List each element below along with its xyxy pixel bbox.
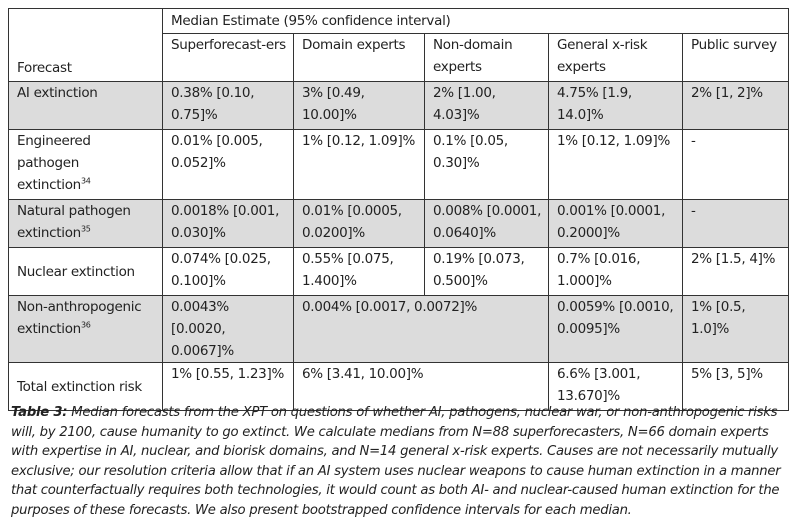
cell-general-xrisk-experts: 0.0059% [0.0010, 0.0095]%: [548, 295, 683, 363]
cell-general-xrisk-experts: 4.75% [1.9, 14.0]%: [548, 81, 683, 130]
cell-superforecasters: 0.0043% [0.0020, 0.0067]%: [162, 295, 294, 363]
forecast-table: Forecast Median Estimate (95% confidence…: [8, 8, 790, 411]
cell-public-survey: 2% [1.5, 4]%: [681, 247, 790, 296]
footnote-marker: 34: [80, 176, 91, 186]
column-header-public-survey: Public survey: [681, 33, 790, 82]
row-label-text: Non-anthropogenic extinction: [17, 299, 142, 337]
footnote-marker: 35: [80, 224, 91, 234]
table-row-nuclear: Nuclear extinction 0.074% [0.025, 0.100]…: [8, 247, 790, 296]
row-label-text: Natural pathogen extinction: [17, 203, 131, 241]
cell-superforecasters: 0.01% [0.005, 0.052]%: [162, 129, 294, 200]
cell-superforecasters: 1% [0.55, 1.23]%: [162, 362, 294, 411]
table-row-natural-pathogen: Natural pathogen extinction35 0.0018% [0…: [8, 199, 790, 248]
cell-superforecasters: 0.074% [0.025, 0.100]%: [162, 247, 294, 296]
row-label: Total extinction risk: [8, 362, 163, 411]
cell-general-xrisk-experts: 6.6% [3.001, 13.670]%: [548, 362, 683, 411]
cell-domain-nondomain-merged: 0.004% [0.0017, 0.0072]%: [293, 295, 549, 363]
cell-public-survey: 2% [1, 2]%: [681, 81, 790, 130]
row-label-text: Nuclear extinction: [17, 263, 135, 280]
caption-text: Median forecasts from the XPT on questio…: [11, 405, 781, 518]
row-label-text: Engineered pathogen extinction: [17, 133, 91, 193]
cell-general-xrisk-experts: 1% [0.12, 1.09]%: [548, 129, 683, 200]
footnote-marker: 36: [80, 320, 91, 330]
table-row-ai-extinction: AI extinction 0.38% [0.10, 0.75]% 3% [0.…: [8, 81, 790, 130]
column-header-forecast: Forecast: [8, 8, 163, 82]
column-header-superforecasters: Superforecast-ers: [162, 33, 294, 82]
row-label-text: AI extinction: [17, 85, 98, 101]
table-row-engineered-pathogen: Engineered pathogen extinction34 0.01% […: [8, 129, 790, 200]
cell-superforecasters: 0.0018% [0.001, 0.030]%: [162, 199, 294, 248]
cell-public-survey: 1% [0.5, 1.0]%: [681, 295, 790, 363]
cell-public-survey: 5% [3, 5]%: [681, 362, 790, 411]
cell-non-domain-experts: 0.008% [0.0001, 0.0640]%: [424, 199, 549, 248]
cell-non-domain-experts: 0.19% [0.073, 0.500]%: [424, 247, 549, 296]
table-row-non-anthropogenic: Non-anthropogenic extinction36 0.0043% […: [8, 295, 790, 363]
column-header-domain-experts: Domain experts: [293, 33, 425, 82]
table-header-row-top: Forecast Median Estimate (95% confidence…: [8, 8, 790, 82]
cell-domain-experts: 3% [0.49, 10.00]%: [293, 81, 425, 130]
group-header-median-estimate: Median Estimate (95% confidence interval…: [161, 8, 790, 34]
caption-label: Table 3:: [11, 405, 68, 420]
cell-domain-experts: 1% [0.12, 1.09]%: [293, 129, 425, 200]
cell-domain-nondomain-merged: 6% [3.41, 10.00]%: [293, 362, 549, 411]
cell-non-domain-experts: 2% [1.00, 4.03]%: [424, 81, 549, 130]
cell-domain-experts: 0.55% [0.075, 1.400]%: [293, 247, 425, 296]
table-header-row-bottom: Superforecast-ers Domain experts Non-dom…: [9, 33, 790, 82]
cell-general-xrisk-experts: 0.7% [0.016, 1.000]%: [548, 247, 683, 296]
cell-public-survey: -: [681, 199, 790, 248]
row-label: Natural pathogen extinction35: [8, 199, 163, 248]
column-header-non-domain-experts: Non-domain experts: [424, 33, 549, 82]
cell-superforecasters: 0.38% [0.10, 0.75]%: [162, 81, 294, 130]
table-row-total: Total extinction risk 1% [0.55, 1.23]% 6…: [8, 362, 790, 411]
row-label: Engineered pathogen extinction34: [8, 129, 163, 200]
cell-non-domain-experts: 0.1% [0.05, 0.30]%: [424, 129, 549, 200]
row-label: Nuclear extinction: [8, 247, 163, 296]
row-label: AI extinction: [8, 81, 163, 130]
row-label: Non-anthropogenic extinction36: [8, 295, 163, 363]
cell-domain-experts: 0.01% [0.0005, 0.0200]%: [293, 199, 425, 248]
column-header-general-xrisk-experts: General x-risk experts: [548, 33, 683, 82]
table-caption: Table 3: Median forecasts from the XPT o…: [11, 403, 789, 520]
cell-public-survey: -: [681, 129, 790, 200]
cell-general-xrisk-experts: 0.001% [0.0001, 0.2000]%: [548, 199, 683, 248]
row-label-text: Total extinction risk: [17, 378, 142, 395]
